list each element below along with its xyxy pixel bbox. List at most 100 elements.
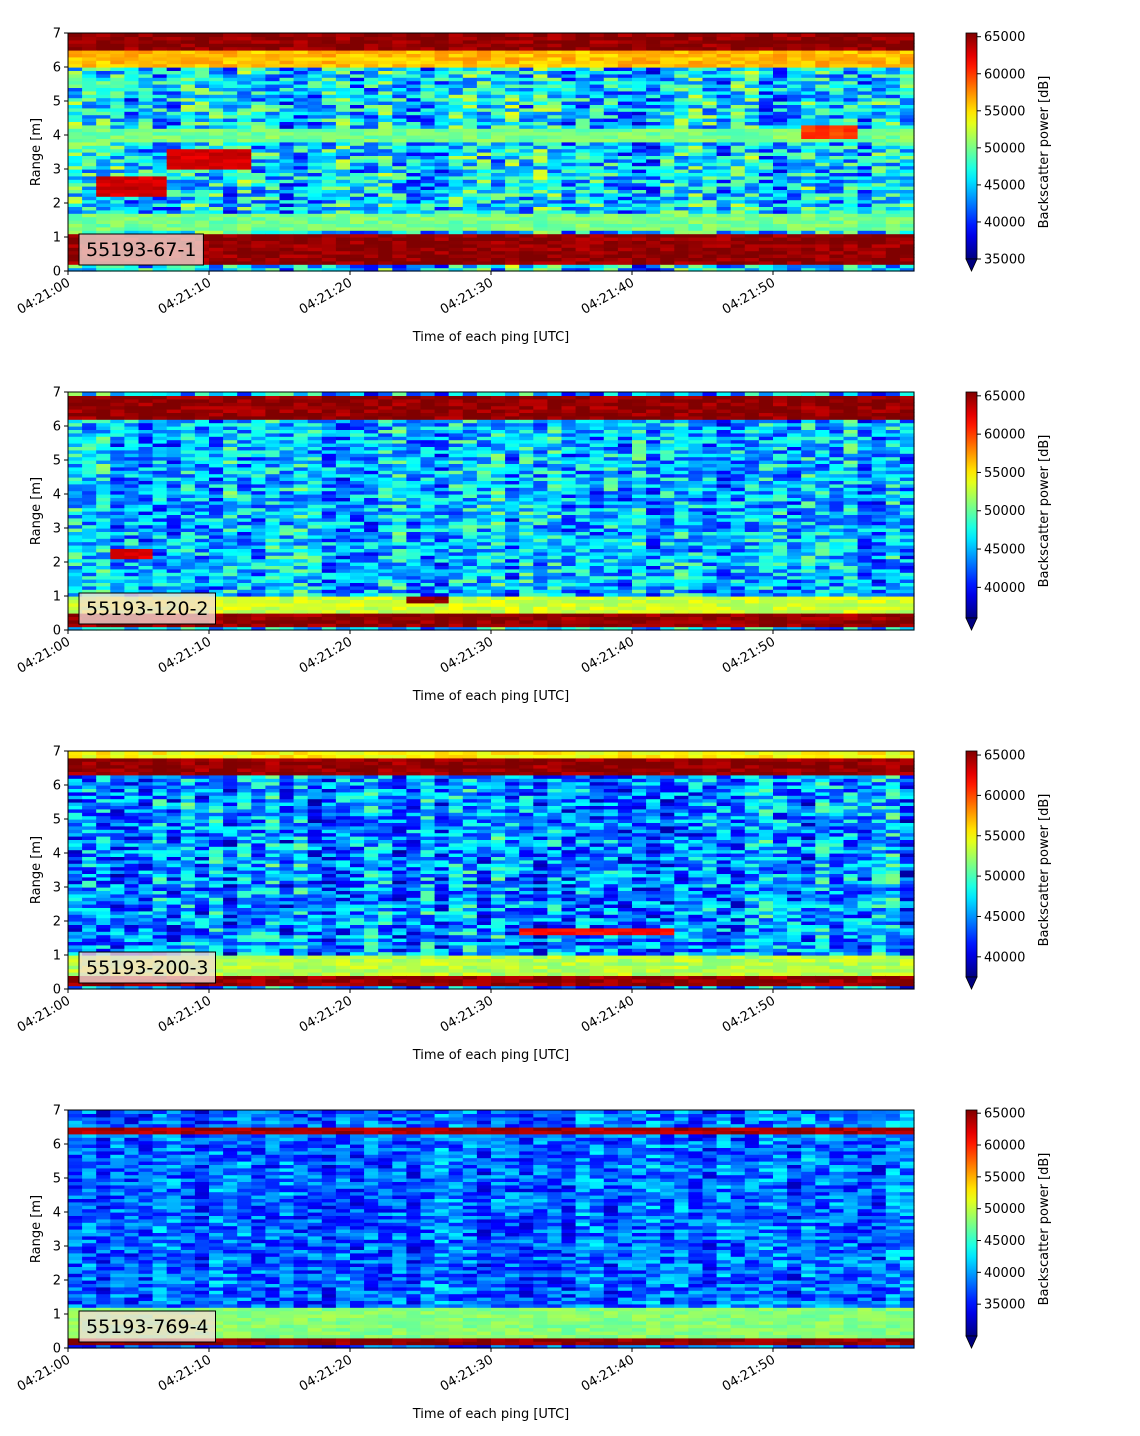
heatmap-cell: [462, 67, 478, 71]
heatmap-cell: [209, 189, 224, 194]
heatmap-cell: [871, 39, 887, 44]
heatmap-cell: [505, 124, 520, 129]
heatmap-cell: [491, 67, 506, 71]
heatmap-cell: [237, 240, 252, 245]
heatmap-cell: [730, 94, 746, 99]
heatmap-cell: [476, 124, 492, 129]
heatmap-cell: [829, 209, 845, 214]
heatmap-cell: [547, 84, 563, 88]
heatmap-cell: [279, 264, 295, 269]
heatmap-cell: [420, 196, 436, 201]
heatmap-cell: [758, 43, 774, 48]
heatmap-cell: [364, 216, 379, 221]
heatmap-cell: [152, 162, 168, 167]
heatmap-cell: [885, 192, 901, 197]
heatmap-cell: [505, 114, 520, 119]
heatmap-cell: [744, 135, 760, 139]
heatmap-cell: [787, 111, 802, 116]
heatmap-cell: [307, 189, 323, 194]
heatmap-cell: [462, 158, 478, 163]
heatmap-cell: [857, 158, 873, 163]
heatmap-cell: [843, 189, 859, 194]
heatmap-cell: [152, 152, 168, 156]
heatmap-cell: [829, 165, 845, 170]
heatmap-cell: [321, 111, 337, 116]
heatmap-cell: [829, 233, 845, 238]
heatmap-cell: [335, 155, 351, 160]
heatmap-cell: [265, 39, 281, 44]
heatmap-cell: [815, 223, 830, 228]
heatmap-cell: [716, 179, 732, 184]
heatmap-cell: [307, 63, 323, 68]
heatmap-cell: [603, 111, 619, 116]
heatmap-cell: [406, 67, 422, 71]
heatmap-cell: [364, 243, 379, 248]
heatmap-cell: [857, 94, 873, 99]
heatmap-cell: [688, 247, 704, 252]
heatmap-cell: [801, 70, 816, 75]
heatmap-cell: [603, 67, 619, 71]
heatmap-cell: [575, 226, 591, 231]
heatmap-cell: [96, 118, 111, 122]
heatmap-cell: [885, 111, 901, 116]
heatmap-cell: [237, 60, 252, 65]
heatmap-cell: [392, 158, 407, 163]
heatmap-cell: [68, 534, 83, 539]
heatmap-cell: [68, 264, 83, 269]
heatmap-cell: [547, 155, 563, 160]
heatmap-cell: [547, 189, 563, 194]
heatmap-cell: [180, 101, 196, 105]
heatmap-cell: [603, 179, 619, 184]
heatmap-cell: [702, 148, 718, 153]
heatmap-cell: [68, 165, 83, 170]
heatmap-cell: [632, 46, 647, 51]
heatmap-cell: [857, 43, 873, 48]
heatmap-cell: [533, 121, 548, 126]
heatmap-cell: [589, 172, 605, 177]
heatmap-cell: [350, 90, 365, 95]
heatmap-cell: [589, 182, 605, 187]
heatmap-cell: [293, 67, 309, 71]
heatmap-cell: [82, 162, 97, 167]
heatmap-cell: [350, 196, 365, 201]
heatmap-cell: [899, 257, 915, 262]
heatmap-cell: [434, 175, 450, 180]
heatmap-cell: [603, 87, 619, 92]
heatmap-cell: [335, 216, 351, 221]
heatmap-cell: [885, 196, 901, 201]
heatmap-cell: [448, 213, 464, 218]
heatmap-cell: [68, 426, 83, 430]
heatmap-cell: [82, 582, 97, 587]
heatmap-cell: [82, 398, 97, 403]
heatmap-cell: [660, 203, 675, 207]
heatmap-cell: [420, 114, 436, 119]
heatmap-cell: [350, 141, 365, 146]
heatmap-cell: [406, 169, 422, 173]
heatmap-cell: [476, 145, 492, 150]
heatmap-cell: [152, 487, 168, 492]
heatmap-cell: [194, 50, 210, 54]
heatmap-cell: [829, 43, 845, 48]
heatmap-cell: [448, 233, 464, 238]
heatmap-cell: [758, 87, 774, 92]
heatmap-cell: [124, 43, 140, 48]
heatmap-cell: [307, 203, 323, 207]
heatmap-cell: [575, 213, 591, 218]
heatmap-cell: [279, 97, 295, 102]
heatmap-cell: [82, 443, 97, 447]
heatmap-cell: [293, 240, 309, 245]
heatmap-cell: [152, 94, 168, 99]
heatmap-cell: [180, 182, 196, 187]
heatmap-cell: [448, 87, 464, 92]
heatmap-cell: [815, 87, 830, 92]
heatmap-cell: [138, 124, 154, 129]
heatmap-cell: [166, 453, 182, 458]
heatmap-cell: [462, 199, 478, 204]
heatmap-cell: [265, 243, 281, 248]
heatmap-cell: [885, 203, 901, 207]
heatmap-cell: [124, 36, 140, 41]
heatmap-cell: [378, 172, 393, 177]
heatmap-cell: [646, 199, 661, 204]
heatmap-cell: [702, 138, 718, 143]
heatmap-cell: [350, 206, 365, 211]
